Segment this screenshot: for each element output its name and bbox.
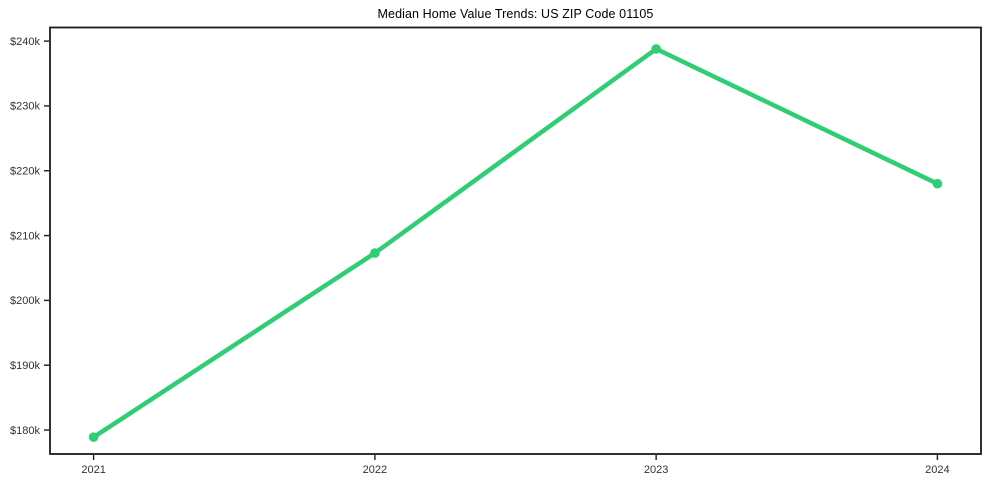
- x-axis-tick-label: 2022: [363, 464, 387, 476]
- y-axis-tick-label: $240k: [10, 36, 40, 48]
- data-point-marker: [370, 248, 380, 258]
- x-axis-tick-label: 2023: [644, 464, 668, 476]
- plot-border: [49, 26, 982, 455]
- y-axis-tick-label: $180k: [10, 425, 40, 437]
- x-axis-tick-label: 2021: [81, 464, 105, 476]
- y-axis-tick-label: $220k: [10, 166, 40, 178]
- x-axis-tick-label: 2024: [925, 464, 949, 476]
- series-line: [91, 46, 940, 440]
- y-axis-tick-label: $230k: [10, 101, 40, 113]
- y-axis-tick-label: $190k: [10, 360, 40, 372]
- y-axis-tick-label: $210k: [10, 230, 40, 242]
- data-point-marker: [932, 178, 943, 189]
- chart-title: Median Home Value Trends: US ZIP Code 01…: [377, 7, 654, 21]
- y-axis-tick-label: $200k: [10, 295, 40, 307]
- data-point-marker: [88, 432, 99, 442]
- data-point-marker: [651, 44, 661, 54]
